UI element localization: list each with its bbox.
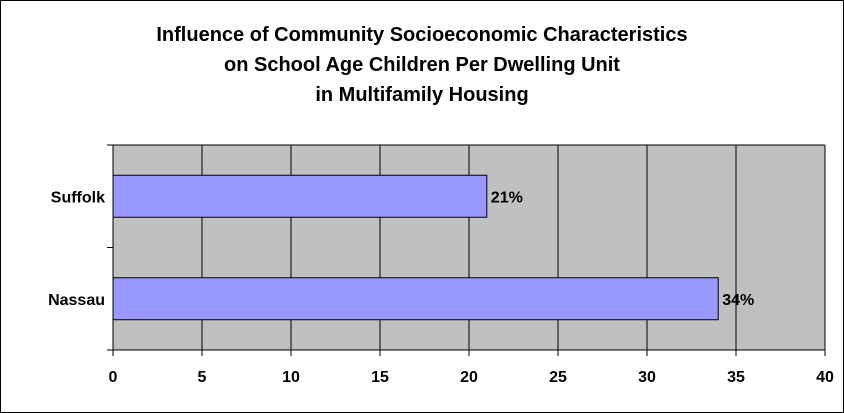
category-label-nassau: Nassau — [48, 292, 105, 309]
category-label-suffolk: Suffolk — [51, 189, 105, 206]
x-tick-label-40: 40 — [816, 369, 834, 386]
bar-suffolk — [112, 174, 488, 218]
category-labels: Suffolk Nassau — [48, 189, 105, 309]
chart-title-line-1: Influence of Community Socioeconomic Cha… — [156, 24, 688, 46]
x-tick-label-30: 30 — [638, 369, 656, 386]
data-labels: 21% 34% — [491, 189, 754, 309]
chart-title: Influence of Community Socioeconomic Cha… — [0, 20, 844, 110]
bar-nassau — [112, 277, 719, 321]
x-tick-label-5: 5 — [198, 369, 207, 386]
x-tick-label-25: 25 — [549, 369, 567, 386]
bars — [112, 174, 719, 321]
x-tick-label-20: 20 — [460, 369, 478, 386]
data-label-nassau: 34% — [722, 292, 754, 309]
axes — [107, 144, 826, 356]
x-tick-label-35: 35 — [727, 369, 745, 386]
chart-title-line-3: in Multifamily Housing — [315, 84, 529, 106]
x-tick-label-10: 10 — [282, 369, 300, 386]
x-tick-labels: 0 5 10 15 20 25 30 35 40 — [109, 369, 834, 386]
data-label-suffolk: 21% — [491, 189, 523, 206]
chart-title-line-2: on School Age Children Per Dwelling Unit — [224, 54, 620, 76]
x-tick-label-15: 15 — [371, 369, 389, 386]
x-tick-label-0: 0 — [109, 369, 118, 386]
